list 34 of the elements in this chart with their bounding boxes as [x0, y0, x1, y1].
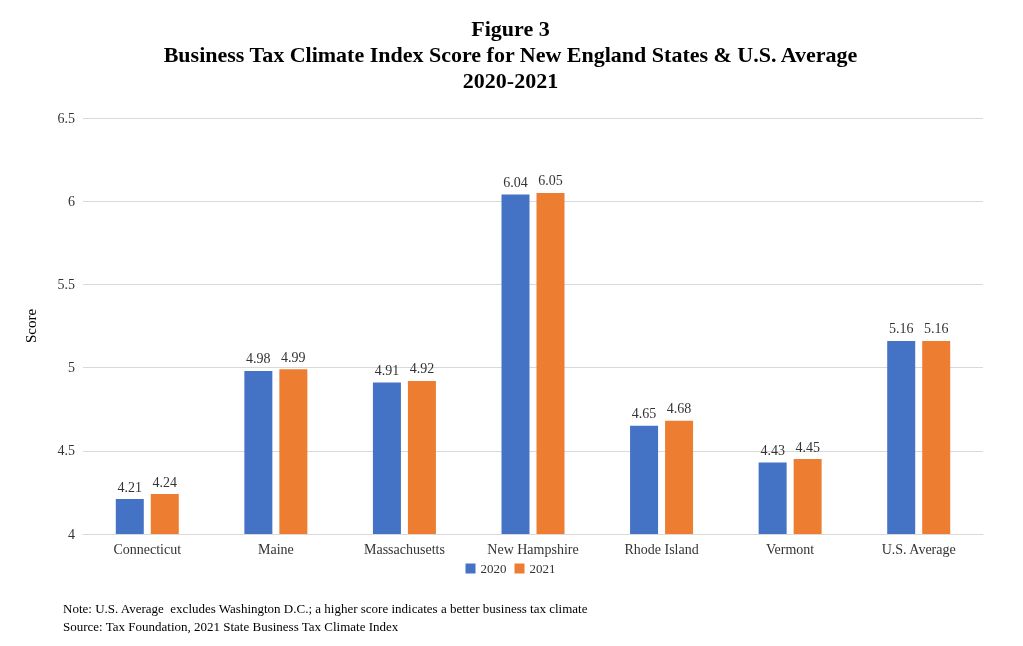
data-label: 4.21 [117, 479, 143, 495]
data-label: 4.45 [795, 439, 820, 455]
data-label: 4.98 [246, 351, 271, 367]
data-label: 5.16 [888, 321, 914, 337]
source-note: Source: Tax Foundation, 2021 State Business Tax Climate Index [63, 619, 399, 634]
data-label: 4.99 [281, 349, 306, 365]
y-tick-label: 6.5 [57, 110, 75, 126]
x-tick-label: Maine [257, 541, 294, 557]
x-tick-label: Connecticut [113, 541, 182, 557]
data-label: 6.04 [503, 175, 528, 191]
y-tick-label: 5 [68, 360, 75, 376]
y-axis-title: Score [22, 308, 39, 344]
data-label: 5.16 [923, 321, 949, 337]
data-label: 4.91 [374, 363, 400, 379]
data-label: 4.92 [409, 361, 435, 377]
y-tick-label: 5.5 [57, 276, 75, 292]
data-label: 4.24 [152, 474, 178, 490]
data-label: 4.65 [631, 406, 657, 422]
x-tick-label: U.S. Average [881, 541, 956, 557]
x-tick-label: Vermont [766, 541, 815, 557]
data-label: 4.43 [760, 442, 785, 458]
text: Note: U.S. Average excludes Washington D.C.; a higher score indicates a better business tax climate [63, 601, 588, 616]
chart-subtitle: Business Tax Climate Index Score for New England States & U.S. Average 2020-2021 [163, 41, 858, 93]
x-tick-label: New Hampshire [487, 541, 579, 557]
data-label: 6.05 [538, 173, 563, 189]
legend-label: 2021 [529, 561, 556, 576]
legend-label: 2020 [480, 561, 507, 576]
y-tick-label: 6 [68, 193, 75, 209]
y-tick-label: 4.5 [57, 443, 75, 459]
data-label: 4.68 [666, 401, 692, 417]
chart-title: Figure 3 [471, 15, 550, 41]
x-tick-label: Massachusetts [363, 541, 445, 557]
y-tick-label: 4 [68, 526, 75, 542]
x-tick-label: Rhode Island [624, 541, 699, 557]
